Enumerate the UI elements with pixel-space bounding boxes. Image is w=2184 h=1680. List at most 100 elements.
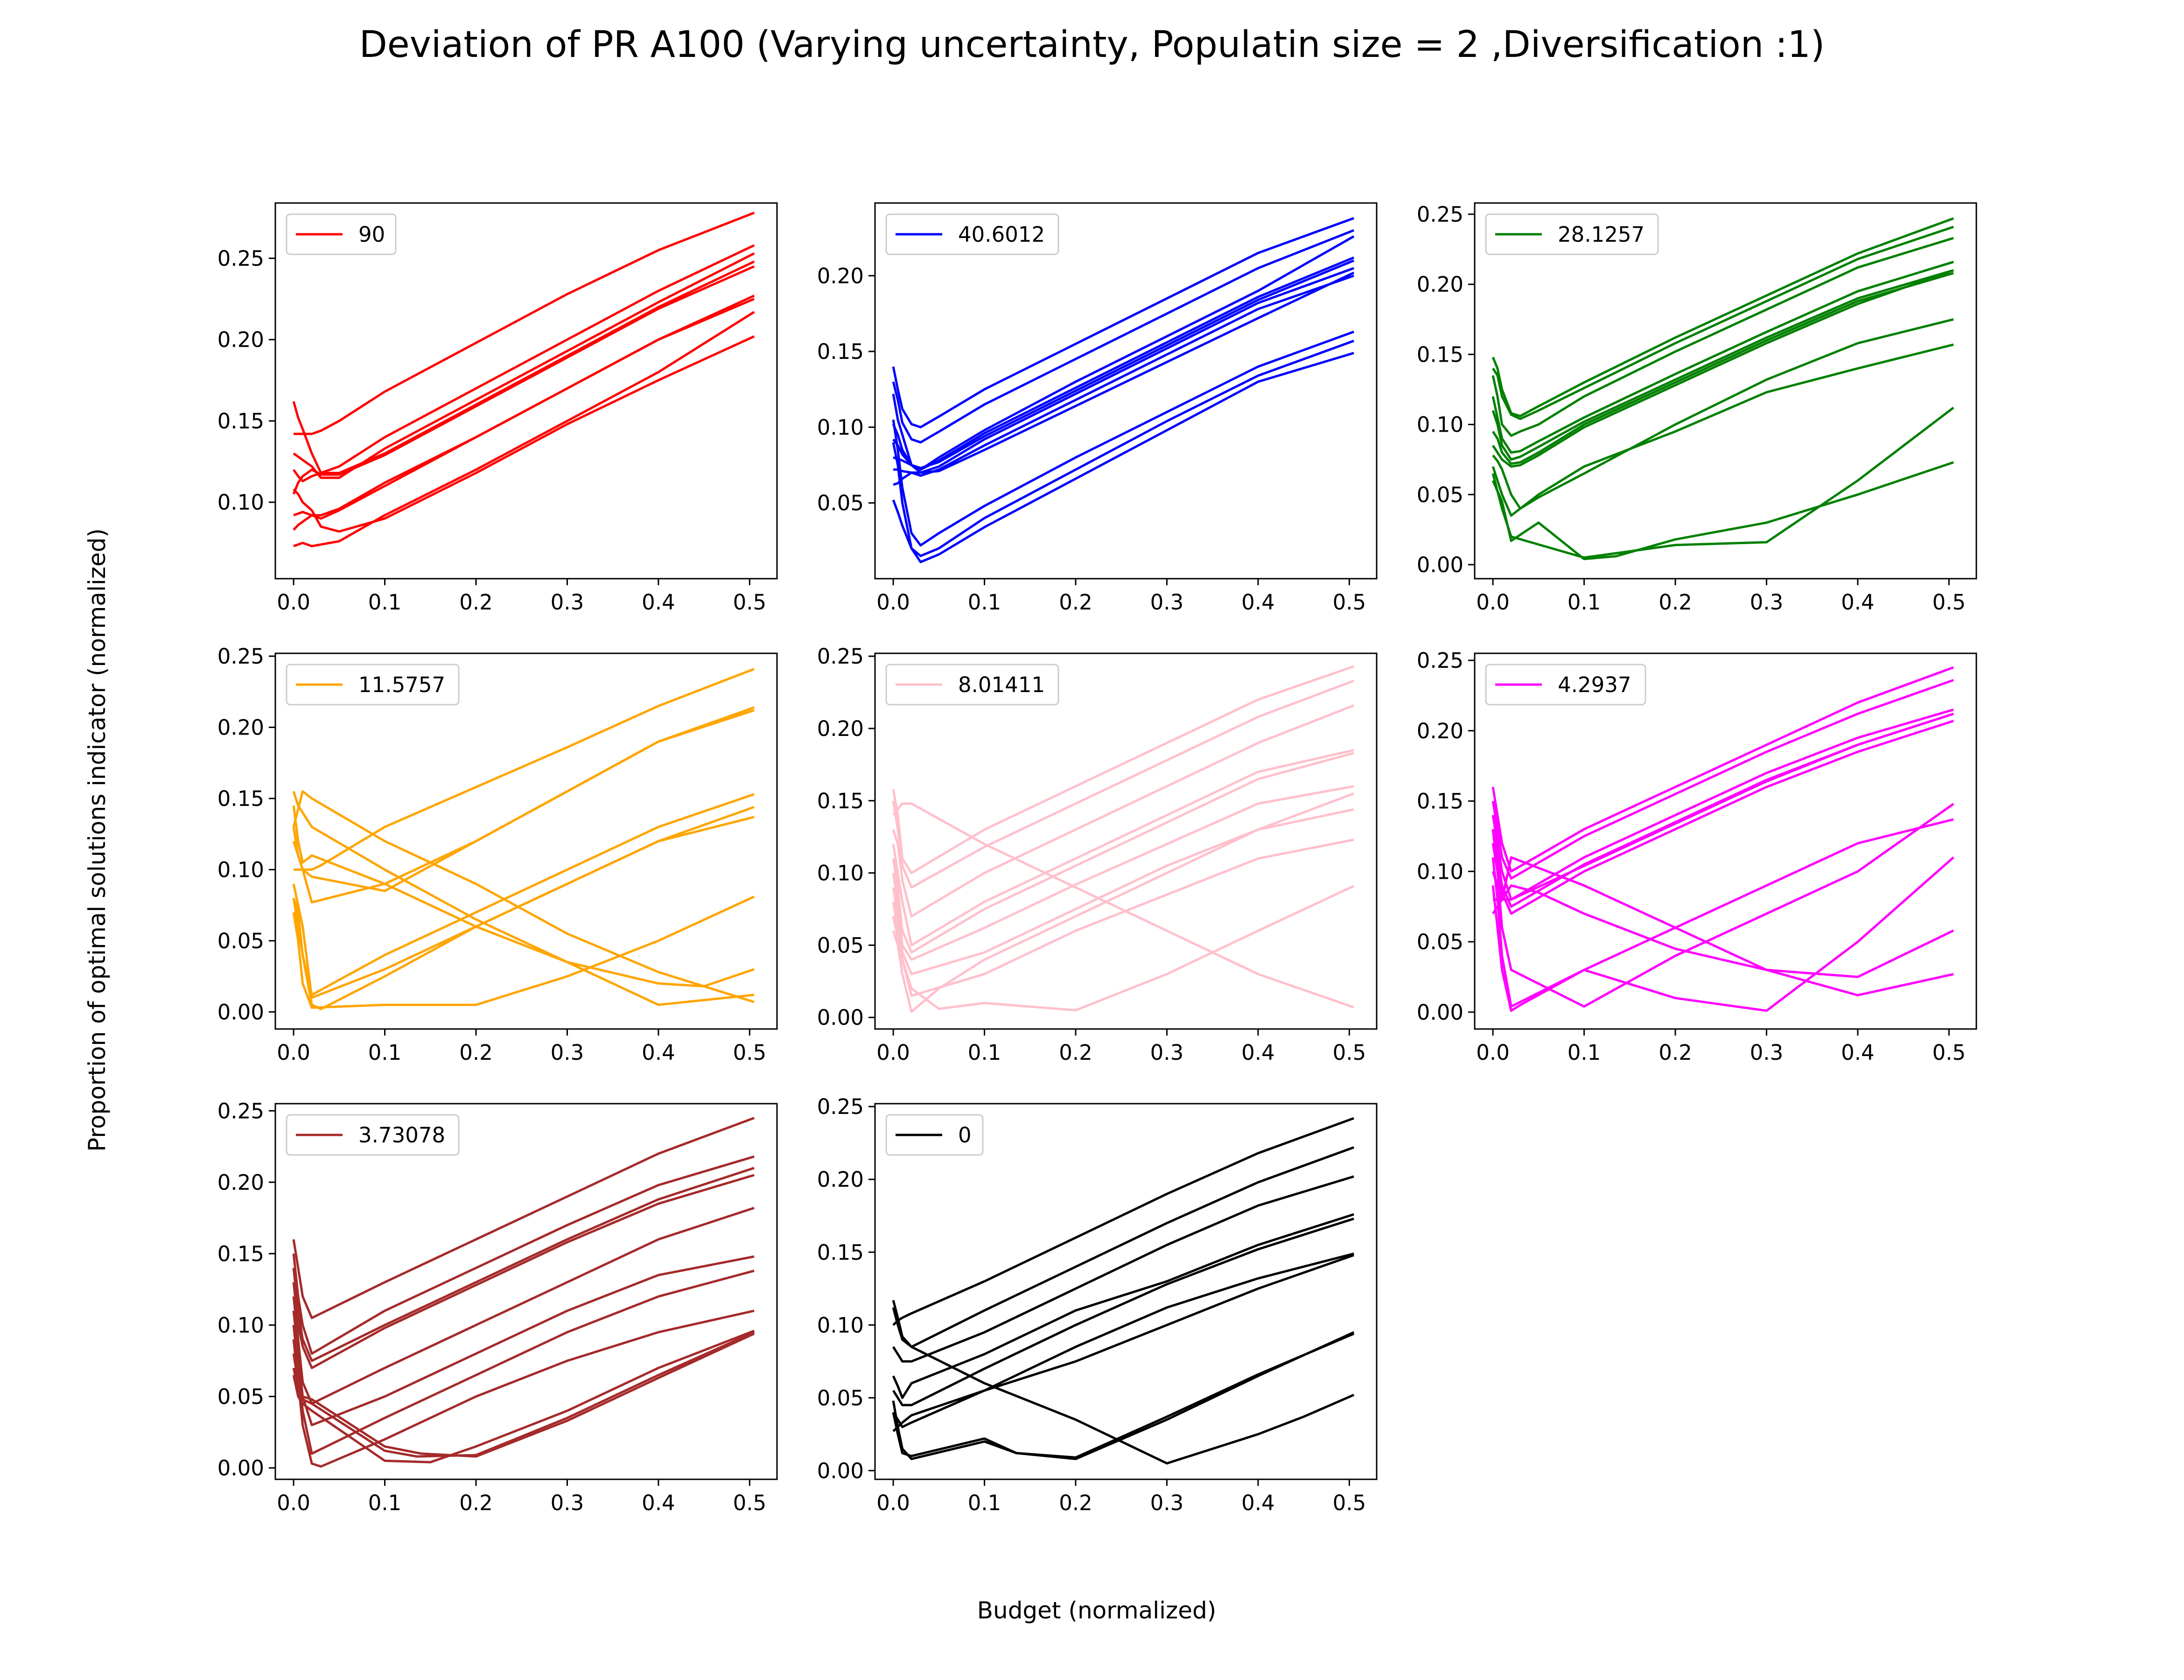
series-line xyxy=(892,1332,1355,1459)
axes-frame xyxy=(1474,652,1977,1030)
series-line xyxy=(892,1213,1354,1399)
y-tick-label: 0.20 xyxy=(217,328,264,352)
series-line xyxy=(292,1155,755,1355)
series-line xyxy=(1491,666,1954,873)
series-line xyxy=(892,679,1354,889)
series-line xyxy=(892,1218,1354,1407)
x-tick-label: 0.3 xyxy=(551,1491,584,1515)
y-tick-label: 0.10 xyxy=(817,1313,864,1337)
series-line xyxy=(292,805,755,987)
legend-box xyxy=(286,1114,460,1156)
series-group xyxy=(892,665,1355,1013)
y-tick-label: 0.15 xyxy=(1417,342,1463,367)
axes-frame xyxy=(274,652,778,1030)
x-tick-label: 0.1 xyxy=(968,1491,1001,1515)
series-line xyxy=(292,265,755,495)
x-tick-label: 0.0 xyxy=(876,590,910,615)
y-tick-label: 0.15 xyxy=(817,1240,864,1265)
series-line xyxy=(292,706,755,892)
series-line xyxy=(292,1332,755,1458)
y-tick-label: 0.10 xyxy=(217,490,264,515)
y-tick-label: 0.15 xyxy=(817,339,864,364)
series-group xyxy=(892,217,1355,563)
x-tick-label: 0.3 xyxy=(1750,590,1784,615)
x-tick-label: 0.1 xyxy=(968,590,1001,615)
y-tick-label: 0.00 xyxy=(817,1458,864,1483)
series-group xyxy=(292,211,755,547)
x-tick-label: 0.1 xyxy=(368,1491,402,1515)
x-tick-label: 0.5 xyxy=(1333,1491,1366,1515)
axes-frame xyxy=(874,652,1378,1030)
series-line xyxy=(892,704,1355,917)
y-tick-label: 0.10 xyxy=(1417,859,1463,884)
legend-box xyxy=(885,664,1059,706)
legend: 4.2937 xyxy=(1485,664,1646,706)
x-tick-label: 0.4 xyxy=(1241,1040,1275,1065)
series-line xyxy=(294,668,755,871)
x-tick-label: 0.4 xyxy=(1241,1491,1275,1515)
x-tick-label: 0.2 xyxy=(1059,1040,1092,1065)
series-line xyxy=(892,1146,1354,1348)
y-tick-label: 0.05 xyxy=(817,491,864,516)
y-tick-label: 0.20 xyxy=(1417,272,1463,297)
y-tick-label: 0.05 xyxy=(1417,930,1463,954)
subplot-4: 0.0 0.1 0.2 0.3 0.4 0.5 0.00 0.05 0.10 0.15 0.20 0.… xyxy=(217,644,778,1065)
y-tick-label: 0.25 xyxy=(217,246,264,271)
series-line xyxy=(294,211,755,435)
x-tick-label: 0.3 xyxy=(551,1040,584,1065)
series-line xyxy=(892,665,1354,875)
series-line xyxy=(293,252,755,479)
y-tick-label: 0.15 xyxy=(1417,789,1463,814)
x-tick-label: 0.2 xyxy=(1659,590,1692,615)
axes-frame xyxy=(874,202,1378,580)
subplot-6: 0.0 0.1 0.2 0.3 0.4 0.5 0.00 0.05 0.10 0.15 0.20 0.… xyxy=(1417,648,1977,1065)
x-tick-label: 0.5 xyxy=(1333,590,1366,615)
x-tick-label: 0.3 xyxy=(1150,1491,1184,1515)
y-tick-label: 0.20 xyxy=(817,264,864,288)
series-line xyxy=(292,896,755,1009)
x-tick-label: 0.4 xyxy=(1241,590,1275,615)
y-tick-label: 0.05 xyxy=(817,1386,864,1410)
y-tick-label: 0.20 xyxy=(817,716,864,741)
axes-frame xyxy=(874,1103,1378,1480)
series-line xyxy=(292,1330,755,1463)
series-line xyxy=(292,244,755,474)
x-tick-label: 0.1 xyxy=(1568,590,1601,615)
series-line xyxy=(292,1117,755,1319)
x-tick-label: 0.5 xyxy=(733,1040,767,1065)
series-line xyxy=(893,267,1354,474)
y-tick-label: 0.15 xyxy=(217,786,264,811)
y-tick-label: 0.15 xyxy=(217,1241,264,1266)
series-line xyxy=(892,340,1354,557)
x-tick-label: 0.4 xyxy=(642,1040,675,1065)
series-line xyxy=(1491,269,1954,461)
x-tick-label: 0.4 xyxy=(642,590,675,615)
x-tick-label: 0.0 xyxy=(277,590,310,615)
series-line xyxy=(892,330,1354,547)
series-line xyxy=(892,1254,1354,1432)
series-line xyxy=(1491,679,1954,880)
legend-label: 8.01411 xyxy=(958,672,1045,697)
legend: 0 xyxy=(885,1114,984,1156)
series-line xyxy=(1492,318,1954,510)
legend-box xyxy=(1485,664,1646,706)
series-line xyxy=(892,1331,1355,1460)
series-line xyxy=(1491,803,1954,1008)
series-line xyxy=(892,802,1354,1008)
x-tick-label: 0.5 xyxy=(733,1491,767,1515)
axes-frame xyxy=(1474,202,1977,580)
subplot-2: 0.0 0.1 0.2 0.3 0.4 0.5 0.05 0.10 0.15 0.20 40.601… xyxy=(817,202,1378,615)
y-tick-label: 0.20 xyxy=(217,715,264,740)
x-tick-label: 0.2 xyxy=(1659,1040,1692,1065)
series-line xyxy=(892,808,1354,975)
x-tick-label: 0.1 xyxy=(368,590,402,615)
legend-label: 3.73078 xyxy=(358,1123,445,1148)
y-tick-label: 0.05 xyxy=(817,933,864,958)
y-tick-label: 0.05 xyxy=(217,1384,264,1409)
x-tick-label: 0.4 xyxy=(642,1491,675,1515)
x-tick-label: 0.0 xyxy=(1476,1040,1510,1065)
series-line xyxy=(892,1307,1355,1465)
series-group xyxy=(292,668,755,1010)
series-group xyxy=(892,1117,1355,1465)
